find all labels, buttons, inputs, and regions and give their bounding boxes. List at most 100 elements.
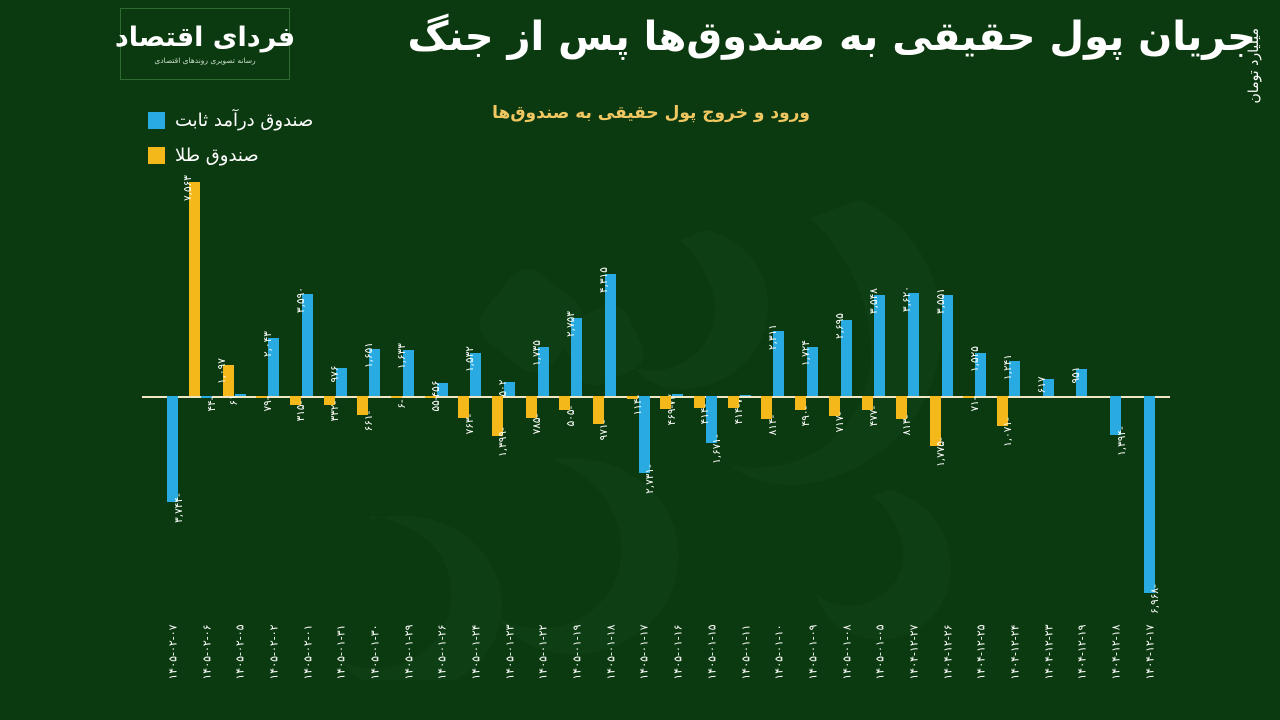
bar-fixed-income: ۳,۵۹۰ [295,175,313,600]
x-tick-cell: ۱۴۰۴-۱۲-۲۵ [958,604,992,716]
bar-group: ۲,۶۹۵ -۷۱۷ [823,175,857,600]
bar-group: ۳,۵۹۰ -۳۱۵ [285,175,319,600]
x-tick-cell: ۱۴۰۵-۰۲-۰۵ [217,604,251,716]
bar-rect [222,364,234,396]
bar-fixed-income: ۲,۰۴۳ [262,175,280,600]
bar-group: ۱,۶۵۱ -۶۶۱ [352,175,386,600]
bar-gold: -۶۶۱ [357,175,375,600]
x-tick-cell: ۱۴۰۵-۰۱-۰۸ [823,604,857,716]
bar-rect [874,295,886,396]
bar-gold: -۳۱۵ [289,175,307,600]
bar-rect [256,396,268,399]
bar-fixed-income: ۱,۶۵۱ [363,175,381,600]
x-tick-cell: ۱۴۰۵-۰۲-۰۷ [150,604,184,716]
bar-rect [727,396,739,408]
bar-fixed-income: ۱,۵۳۲ [464,175,482,600]
legend-swatch-icon [148,147,165,164]
bar-group: ۲,۳۱۱ -۸۱۴ [756,175,790,600]
bar-fixed-income: -۴۴ [200,175,218,600]
bar-gold: -۹۷۱ [592,175,610,600]
bar-gold: -۱۱۴ [626,175,644,600]
bar-value-label: -۷۱ [968,396,981,412]
bar-group: ۱,۲۴۱ -۱,۰۷۱ [992,175,1026,600]
bar-gold [1031,175,1042,600]
x-tick-cell: ۱۴۰۵-۰۱-۰۵ [857,604,891,716]
bar-rect [301,294,313,396]
bar-value-label: -۴۱۴ [733,403,746,425]
x-tick-label: ۱۴۰۵-۰۱-۱۷ [638,624,652,680]
x-tick-label: ۱۴۰۵-۰۲-۰۶ [200,624,214,680]
bar-rect [592,396,604,424]
x-tick-cell: ۱۴۰۴-۱۲-۲۷ [891,604,925,716]
bar-value-label: -۲,۷۳۱ [644,464,657,495]
bar-rect [335,368,347,396]
x-tick-label: ۱۴۰۵-۰۱-۱۰ [772,624,786,680]
bar-fixed-income: ۹۷۶ [329,175,347,600]
logo-name: فردای اقتصاد [114,21,296,53]
bar-rect [188,181,200,396]
y-axis-label: میلیارد تومان [1246,28,1262,104]
bar-value-label: -۷۹ [261,396,274,412]
bar-rect [1143,396,1155,594]
bar-group: ۱,۶۳۳ -۶ [386,175,420,600]
bar-value-label: -۴۴ [206,395,219,412]
bar-group: ۱,۷۲۴ -۴۹۰ [790,175,824,600]
bar-group: ۱,۷۳۵ -۷۸۵ [520,175,554,600]
bar-rect [1110,396,1121,436]
x-tick-cell: ۱۴۰۵-۰۱-۲۶ [419,604,453,716]
bar-value-label: -۳۱۵ [295,400,308,422]
x-tick-label: ۱۴۰۵-۰۱-۲۴ [469,624,483,680]
bar-series-container: -۶,۹۶۸ -۱,۳۹۴ ۹۵۱ ۶۱۷ ۱,۲۴۱ -۱,۰۷۱ ۱,۵۲۵ -۷۱ ۳,۵… [150,175,1161,614]
bar-group: -۴۴ ۷,۵۶۳ [182,175,218,600]
bar-value-label: -۵۵ [430,396,443,412]
bar-gold: -۳۳۲ [323,175,341,600]
x-tick-cell: ۱۴۰۵-۰۱-۱۶ [655,604,689,716]
bar-gold [1098,175,1109,600]
bar-rect [929,396,941,447]
x-tick-label: ۱۴۰۵-۰۱-۰۹ [806,624,820,680]
bar-rect [525,396,537,419]
bar-rect [1008,360,1020,396]
x-tick-label: ۱۴۰۵-۰۱-۱۵ [705,624,719,680]
x-tick-label: ۱۴۰۵-۰۱-۲۹ [402,624,416,680]
bar-group: ۳,۵۵۱ -۱,۷۷۵ [924,175,958,600]
bar-fixed-income: ۱,۷۲۴ [800,175,818,600]
bar-group: -۲,۷۳۱ -۱۱۴ [621,175,657,600]
bar-group: -۱,۶۷۱ -۴۱۴ [689,175,723,600]
bar-value-label: -۱,۰۷۱ [1002,417,1015,448]
bar-group: -۶,۹۶۸ [1126,175,1161,614]
bar-value-label: -۷۱۷ [834,411,847,433]
x-tick-label: ۱۴۰۵-۰۱-۳۰ [368,624,382,680]
bar-group: ۲,۰۴۳ -۷۹ [251,175,285,600]
bar-fixed-income: ۶۱۷ [1036,175,1054,600]
legend-swatch-icon [148,112,165,129]
bar-gold: -۷۹ [256,175,274,600]
bar-group: ۳,۵۴۸ -۴۷۷ [857,175,891,600]
x-tick-cell: ۱۴۰۵-۰۱-۱۱ [722,604,756,716]
bar-rect [369,349,381,396]
plot-area: -۶,۹۶۸ -۱,۳۹۴ ۹۵۱ ۶۱۷ ۱,۲۴۱ -۱,۰۷۱ ۱,۵۲۵ -۷۱ ۳,۵… [142,175,1170,614]
bar-group: ۷ -۴۱۴ [722,175,756,600]
bar-gold: -۸۱۴ [761,175,779,600]
bar-fixed-income: -۱,۶۷۱ [705,175,723,600]
bar-gold: ۷,۵۶۳ [182,175,200,600]
bar-fixed-income: ۲,۳۱۱ [767,175,785,600]
bar-gold: ۱,۰۹۷ [216,175,234,600]
x-tick-label: ۱۴۰۵-۰۱-۱۱ [739,624,753,680]
bar-value-label: -۵۰۵ [564,405,577,427]
bar-value-label: -۱۱۴ [632,394,645,416]
bar-rect [604,273,616,396]
x-tick-cell: ۱۴۰۵-۰۱-۲۹ [386,604,420,716]
bar-rect [941,295,953,396]
bar-fixed-income: ۱,۲۴۱ [1002,175,1020,600]
bar-value-label: -۹۷۱ [598,419,611,440]
bar-fixed-income: ۳,۶۲۰ [901,175,919,600]
x-tick-cell: ۱۴۰۴-۱۲-۱۷ [1126,604,1160,716]
bar-value-label: -۶۶۱ [362,410,375,432]
bar-rect [458,396,470,418]
x-tick-label: ۱۴۰۴-۱۲-۲۷ [907,624,921,680]
bar-gold: -۴۱۴ [693,175,711,600]
bar-fixed-income: -۶,۹۶۸ [1143,175,1161,614]
bar-rect [200,396,212,398]
bar-fixed-income: ۵۰۲ [497,175,515,600]
